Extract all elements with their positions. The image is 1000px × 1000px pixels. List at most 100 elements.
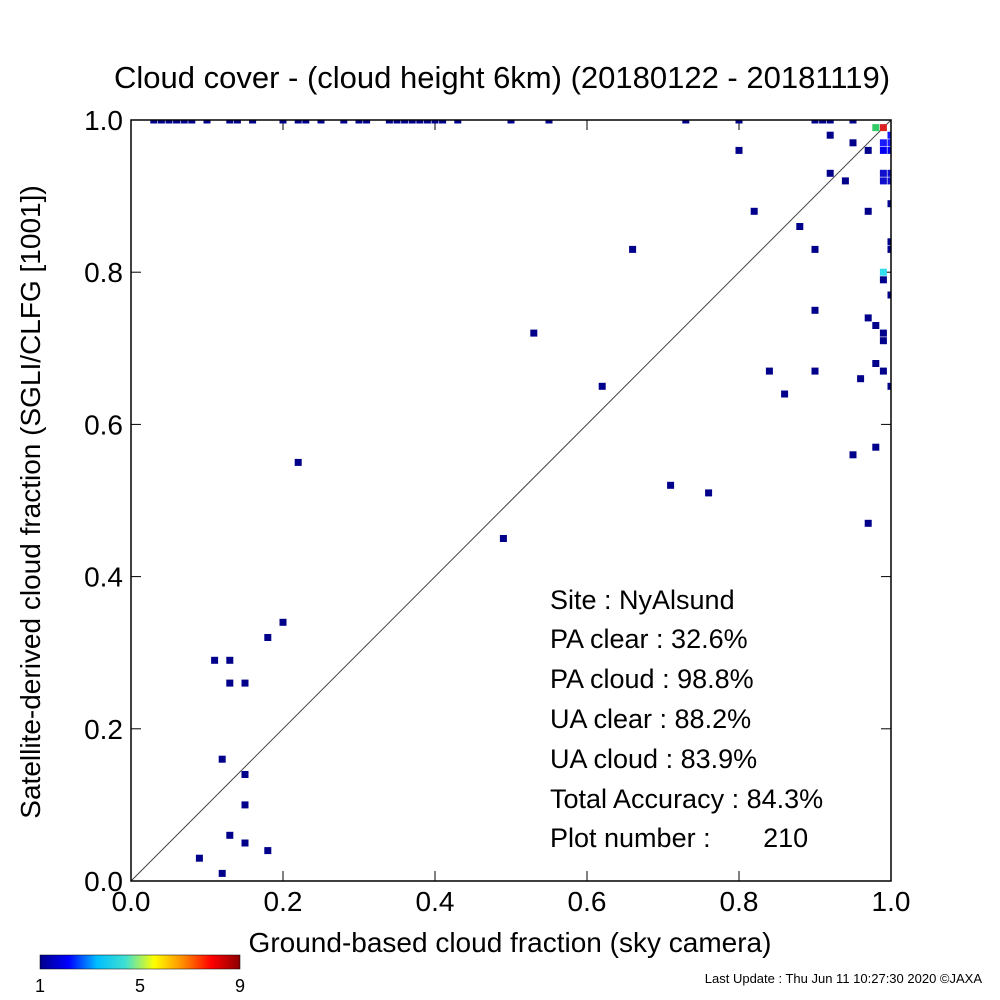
data-point (849, 451, 857, 459)
data-point (864, 146, 872, 154)
data-point (226, 656, 234, 664)
data-point (857, 375, 865, 383)
data-point (887, 131, 891, 139)
data-point (439, 120, 447, 124)
data-point (188, 120, 196, 124)
ua-cloud-label: UA cloud : 83.9% (550, 744, 757, 774)
data-point (499, 535, 507, 542)
data-point (887, 200, 891, 208)
data-point (423, 120, 431, 124)
x-tick-label: 1.0 (872, 886, 911, 917)
data-point (241, 839, 249, 847)
data-point (841, 177, 849, 185)
data-point (598, 382, 606, 390)
data-point (667, 481, 675, 489)
colorbar-tick-label: 9 (235, 976, 245, 996)
chart-title: Cloud cover - (cloud height 6km) (201801… (114, 60, 890, 95)
data-point (157, 120, 165, 124)
last-update-label: Last Update : Thu Jun 11 10:27:30 2020 ©… (705, 971, 983, 986)
data-point (781, 390, 789, 398)
data-point (879, 146, 887, 154)
x-tick-label: 0.2 (264, 886, 303, 917)
data-point (796, 223, 804, 230)
data-point (180, 120, 188, 124)
data-point (195, 854, 203, 862)
x-tick-label: 0.0 (112, 886, 151, 917)
axis-ticks: 0.0 0.2 0.4 0.6 0.8 1.0 0.0 0.2 0.4 0.6 0.8 1.0 (84, 105, 910, 917)
y-tick-label: 0.0 (84, 866, 123, 897)
y-tick-label: 0.4 (84, 562, 123, 593)
data-point (393, 120, 401, 124)
x-tick-label: 0.6 (568, 886, 607, 917)
data-point (750, 207, 758, 215)
data-point (211, 656, 219, 664)
data-point (530, 329, 538, 337)
data-point (819, 120, 827, 124)
data-point (887, 382, 891, 390)
data-point (735, 146, 743, 154)
data-point (241, 801, 249, 809)
data-point (849, 139, 857, 147)
reference-line (130, 119, 892, 882)
y-tick-label: 1.0 (84, 105, 123, 136)
data-point (249, 120, 257, 124)
colorbar-ticks: 1 5 9 (35, 976, 245, 996)
total-accuracy-label: Total Accuracy : 84.3% (550, 784, 823, 814)
pa-cloud-label: PA cloud : 98.8% (550, 664, 754, 694)
data-point (226, 831, 234, 839)
data-point (826, 169, 834, 177)
data-point (879, 124, 887, 132)
data-point (416, 120, 424, 124)
data-point (165, 120, 173, 124)
data-point (682, 120, 690, 124)
y-tick-label: 0.2 (84, 714, 123, 745)
data-point (454, 120, 462, 124)
data-point (887, 238, 891, 246)
data-point (385, 120, 393, 124)
data-point (226, 120, 234, 124)
data-point (879, 367, 887, 375)
data-point (887, 245, 891, 253)
data-point (887, 146, 891, 154)
data-point (872, 360, 880, 367)
data-point (879, 276, 887, 284)
y-axis-label: Satellite-derived cloud fraction (SGLI/C… (15, 185, 46, 818)
data-point (317, 120, 325, 124)
data-point (879, 268, 887, 276)
pa-clear-label: PA clear : 32.6% (550, 624, 748, 654)
data-point (629, 245, 637, 253)
data-point (872, 124, 880, 132)
data-point (150, 120, 158, 124)
data-point (340, 120, 348, 124)
data-point (241, 679, 249, 687)
data-point (887, 291, 891, 299)
data-point (363, 120, 371, 124)
data-point (173, 120, 181, 124)
data-point (233, 120, 241, 124)
data-point (355, 120, 363, 124)
plot-number-label: Plot number : 210 (550, 823, 808, 853)
data-point (735, 120, 743, 124)
data-point (279, 120, 287, 124)
data-points (150, 120, 891, 877)
data-point (879, 139, 887, 147)
data-point (887, 169, 891, 177)
data-point (264, 634, 272, 641)
data-point (302, 120, 310, 124)
data-point (811, 245, 819, 253)
data-point (879, 337, 887, 345)
colorbar (39, 954, 241, 970)
data-point (264, 847, 272, 855)
data-point (872, 322, 880, 329)
plot-frame (130, 119, 892, 882)
data-point (408, 120, 416, 124)
data-point (826, 131, 834, 139)
data-point (226, 679, 234, 687)
data-point (879, 329, 887, 337)
data-point (879, 177, 887, 185)
data-point (864, 519, 872, 527)
colorbar-tick-label: 5 (135, 976, 145, 996)
data-point (872, 443, 880, 451)
data-point (887, 177, 891, 185)
